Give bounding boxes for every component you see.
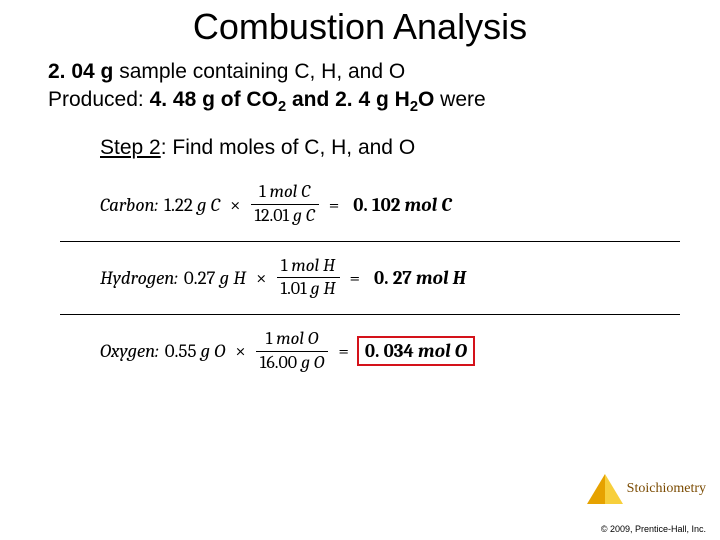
given-line-1: 2. 04 g sample containing C, H, and O (48, 58, 672, 86)
pyramid-icon (587, 474, 623, 504)
eq-result-boxed: 0. 034 mol O (357, 336, 475, 366)
equals-icon: = (350, 267, 361, 289)
equals-icon: = (329, 194, 340, 216)
given-line-2: Produced: 4. 48 g of CO2 and 2. 4 g H2O … (48, 86, 672, 118)
eq-result: 0. 27 mol H (368, 265, 472, 291)
produced-label: Produced: (48, 88, 150, 111)
times-icon: × (235, 340, 246, 362)
topic-text: Stoichiometry (627, 481, 706, 497)
eq-label: Hydrogen: (100, 267, 178, 289)
equals-icon: = (338, 340, 349, 362)
eq-label: Oxygen: (100, 340, 159, 362)
eq-given: 0.27 g H (184, 267, 246, 289)
eq-fraction: 1 mol O 16.00 g O (256, 329, 329, 373)
copyright: © 2009, Prentice-Hall, Inc. (601, 524, 706, 534)
sample-mass: 2. 04 g (48, 60, 113, 83)
eq-given: 0.55 g O (165, 340, 226, 362)
given-block: 2. 04 g sample containing C, H, and O Pr… (0, 58, 720, 118)
eq-given: 1.22 g C (164, 194, 220, 216)
produced-end: were (434, 88, 485, 111)
equation-hydrogen: Hydrogen: 0.27 g H × 1 mol H 1.01 g H = … (60, 242, 680, 315)
equation-oxygen: Oxygen: 0.55 g O × 1 mol O 16.00 g O = 0… (60, 315, 680, 387)
footer-topic: Stoichiometry (587, 474, 706, 504)
eq-result: 0. 102 mol C (347, 192, 457, 218)
eq-fraction: 1 mol C 12.01 g C (251, 182, 319, 226)
equations-block: Carbon: 1.22 g C × 1 mol C 12.01 g C = 0… (0, 168, 720, 387)
slide-title: Combustion Analysis (0, 0, 720, 58)
co2-mass: 4. 48 g of CO2 and 2. 4 g H2O (150, 88, 435, 111)
eq-label: Carbon: (100, 194, 158, 216)
equation-carbon: Carbon: 1.22 g C × 1 mol C 12.01 g C = 0… (60, 168, 680, 241)
eq-fraction: 1 mol H 1.01 g H (277, 256, 340, 300)
sample-desc: sample containing C, H, and O (113, 60, 405, 83)
times-icon: × (256, 267, 267, 289)
step-line: Step 2: Find moles of C, H, and O (0, 118, 720, 168)
times-icon: × (230, 194, 241, 216)
step-text: : Find moles of C, H, and O (161, 136, 415, 159)
step-label: Step 2 (100, 136, 161, 159)
